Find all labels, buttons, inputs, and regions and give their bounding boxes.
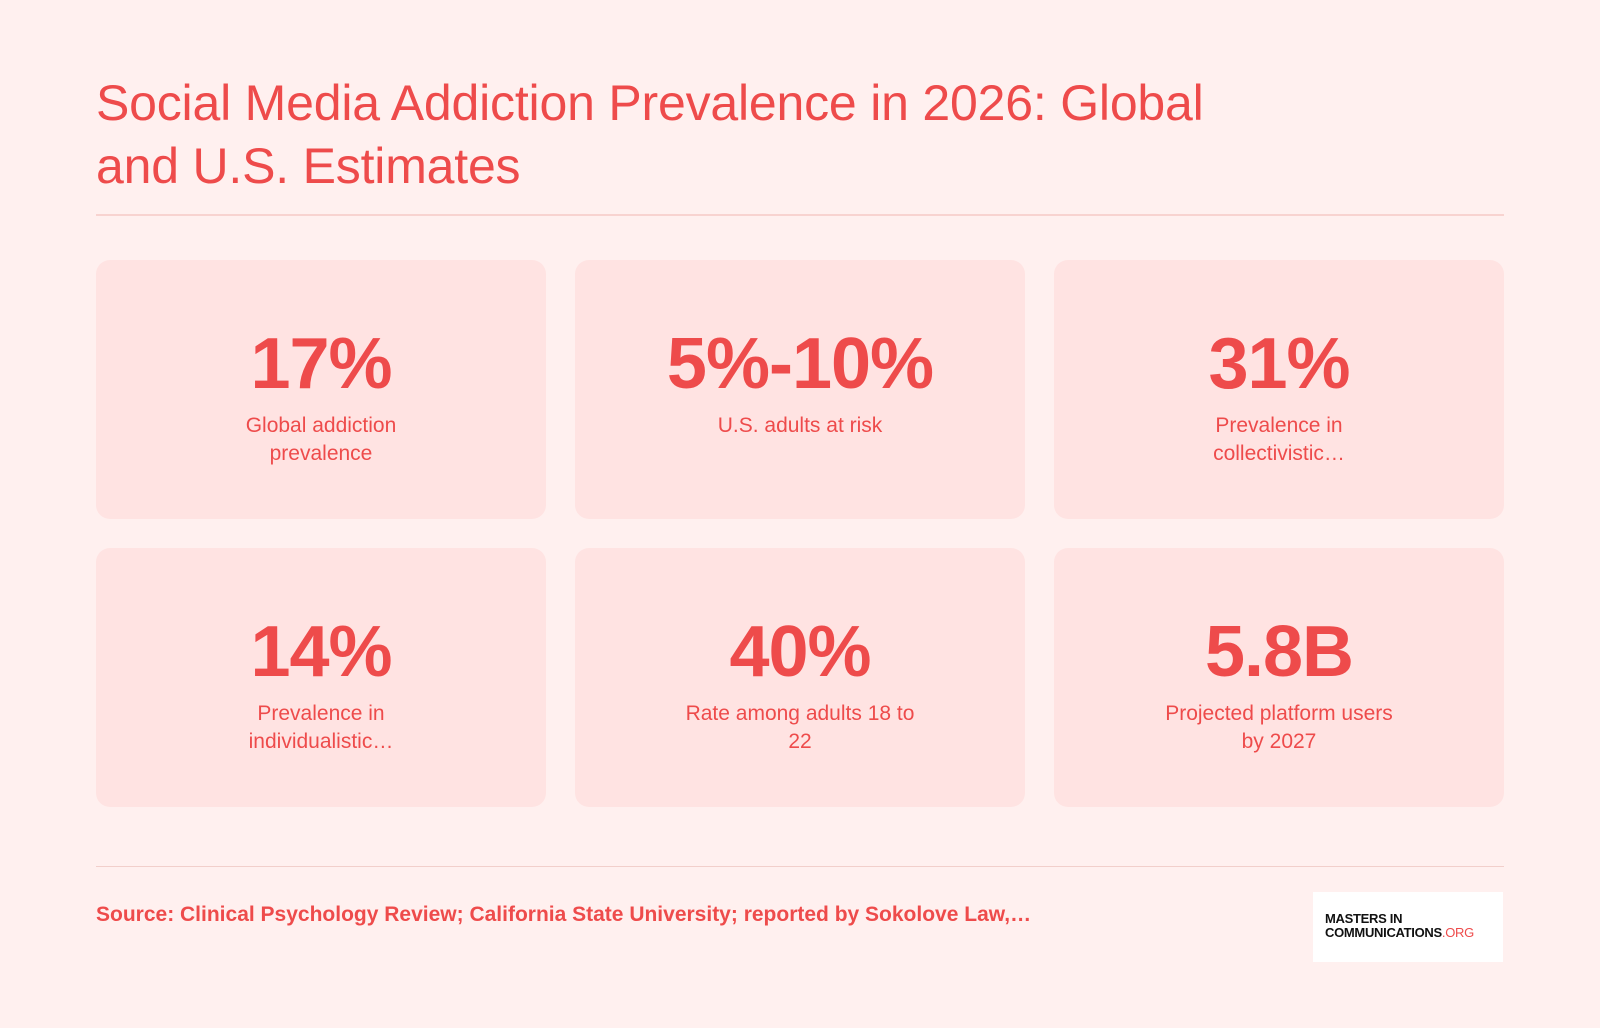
stat-card-platform-users: 5.8B Projected platform users by 2027: [1054, 548, 1504, 807]
stat-label: Global addiction prevalence: [245, 414, 397, 465]
stat-value: 5%-10%: [666, 324, 934, 404]
page-title: Social Media Addiction Prevalence in 202…: [96, 75, 1204, 194]
logo-line-1: MASTERS IN: [1325, 911, 1403, 926]
stat-card-adults-18-22: 40% Rate among adults 18 to 22: [575, 548, 1025, 807]
source-citation: Source: Clinical Psychology Review; Cali…: [96, 903, 1032, 926]
logo-line-2: COMMUNICATIONS.ORG: [1325, 926, 1491, 940]
stat-card-global-prevalence: 17% Global addiction prevalence: [96, 260, 546, 519]
stat-label: Prevalence in individualistic…: [248, 702, 394, 753]
stat-value: 31%: [1208, 324, 1350, 404]
stat-card-us-adults: 5%-10% U.S. adults at risk: [575, 260, 1025, 519]
stat-label: Rate among adults 18 to 22: [685, 702, 915, 753]
stat-label: Projected platform users by 2027: [1165, 702, 1393, 753]
stat-card-individualistic: 14% Prevalence in individualistic…: [96, 548, 546, 807]
stat-card-collectivistic: 31% Prevalence in collectivistic…: [1054, 260, 1504, 519]
stat-label: U.S. adults at risk: [717, 414, 883, 437]
stat-label: Prevalence in collectivistic…: [1213, 414, 1345, 465]
stats-grid: 17% Global addiction prevalence 5%-10% U…: [96, 260, 1504, 807]
stat-value: 40%: [729, 612, 871, 692]
stat-value: 5.8B: [1204, 612, 1354, 692]
footer-divider: [96, 866, 1504, 867]
logo-suffix: .ORG: [1441, 925, 1474, 940]
brand-logo: MASTERS IN COMMUNICATIONS.ORG: [1313, 892, 1503, 962]
title-divider: [96, 214, 1504, 216]
logo-wordmark: COMMUNICATIONS: [1325, 925, 1442, 940]
stat-value: 17%: [250, 324, 392, 404]
stat-value: 14%: [250, 612, 392, 692]
